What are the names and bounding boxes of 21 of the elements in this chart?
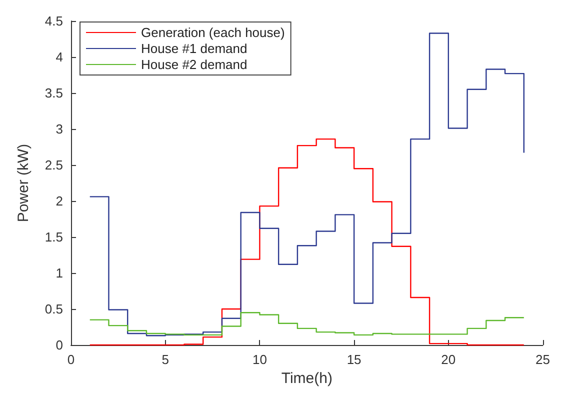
x-tick-label: 15 — [346, 352, 362, 367]
y-tick-label: 4 — [56, 50, 63, 64]
y-tick-label: 4.5 — [44, 14, 63, 28]
y-tick-label: 1.5 — [44, 230, 63, 244]
x-tick-label: 5 — [162, 352, 169, 367]
x-tick-label: 25 — [536, 352, 550, 367]
y-tick-label: 3.5 — [44, 86, 63, 100]
legend-label: Generation (each house) — [141, 25, 285, 40]
x-tick-label: 10 — [252, 352, 267, 367]
y-tick-label: 2.5 — [44, 158, 63, 172]
legend-label: House #2 demand — [141, 57, 248, 72]
y-tick-label: 1 — [56, 266, 63, 280]
y-tick-label: 0 — [56, 338, 63, 352]
y-axis-title: Power (kW) — [15, 144, 32, 222]
y-tick-label: 2 — [56, 194, 63, 208]
y-tick-label: 3 — [56, 122, 63, 136]
x-tick-label: 20 — [441, 352, 456, 367]
x-axis-title: Time(h) — [281, 370, 332, 387]
x-tick-label: 0 — [67, 352, 75, 367]
y-tick-label: 0.5 — [44, 302, 63, 316]
legend-label: House #1 demand — [141, 41, 248, 56]
